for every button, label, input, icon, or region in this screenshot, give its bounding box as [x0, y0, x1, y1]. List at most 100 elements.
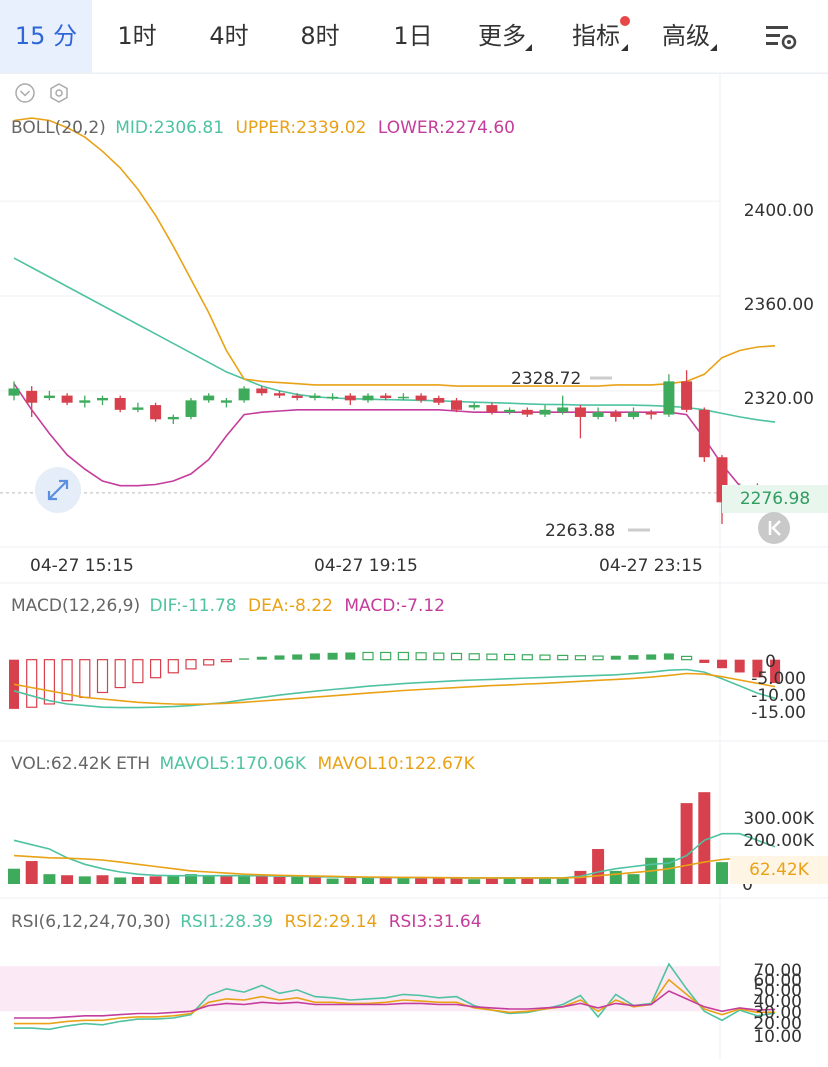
macd-title: MACD(12,26,9) — [11, 596, 141, 616]
tab-label: 高级 — [662, 22, 710, 50]
macd-bar — [203, 659, 215, 666]
macd-bar — [450, 652, 463, 661]
settings-hexagon-icon[interactable] — [48, 82, 70, 104]
high-price-label: 2328.72 — [511, 369, 582, 389]
tab-indicators[interactable]: 指标 — [566, 0, 630, 73]
volume-bar — [185, 874, 197, 884]
mavol10-line — [13, 854, 776, 879]
candle-body — [628, 412, 639, 417]
expand-button[interactable] — [35, 467, 81, 513]
macd-bar — [504, 653, 516, 661]
chart-settings-icon[interactable] — [764, 22, 798, 52]
volume-bar — [344, 877, 357, 884]
volume-bar — [680, 803, 693, 884]
tab-8h[interactable]: 8时 — [287, 0, 353, 73]
macd-bar — [185, 659, 197, 670]
tab-1d[interactable]: 1日 — [380, 0, 446, 73]
candle-body — [592, 412, 604, 417]
candle-body — [539, 409, 551, 415]
tab-label: 更多 — [478, 22, 526, 50]
volume-bar — [503, 877, 516, 884]
volume-bar — [291, 877, 304, 884]
macd-bar — [96, 659, 109, 694]
candle-body — [468, 405, 480, 408]
boll-mid-line — [13, 257, 776, 423]
candle-body — [79, 400, 91, 403]
vol-title: VOL:62.42K ETH — [11, 754, 151, 774]
macd-bar — [79, 659, 91, 698]
rsi-tick: 50.00 — [753, 981, 802, 1001]
macd-bar — [610, 655, 621, 660]
candle-body — [362, 395, 374, 401]
volume-bar — [131, 877, 144, 884]
macd-bar — [292, 654, 303, 660]
macd-bar — [132, 659, 144, 684]
macd-bar — [9, 659, 19, 709]
candle-body — [716, 457, 728, 503]
tab-more[interactable]: 更多 — [474, 0, 532, 73]
tab-advanced[interactable]: 高级 — [657, 0, 717, 73]
volume-bar — [273, 876, 286, 884]
collapse-chevron-icon[interactable] — [14, 82, 36, 104]
rsi-tick: 40.00 — [753, 992, 802, 1012]
candle-body — [415, 395, 427, 401]
volume-bar — [8, 868, 20, 884]
candle-body — [61, 395, 73, 403]
tab-15min[interactable]: 15 分 — [0, 0, 92, 73]
macd-bar — [521, 654, 533, 661]
volume-bar — [149, 876, 162, 884]
candle-body — [557, 407, 569, 413]
macd-bar — [628, 655, 639, 660]
time-label: 04-27 15:15 — [30, 556, 134, 576]
rsi-tick: 20.00 — [753, 1014, 802, 1034]
macd-bar — [752, 659, 763, 678]
macd-bar — [167, 659, 179, 674]
tab-label: 15 分 — [14, 22, 78, 50]
boll-lower: LOWER:2274.60 — [377, 118, 515, 138]
tab-1h[interactable]: 1时 — [104, 0, 170, 73]
rsi-title: RSI(6,12,24,70,30) — [11, 912, 171, 932]
scroll-to-latest-button[interactable] — [758, 512, 790, 544]
candle-body — [43, 395, 55, 398]
rsi-tick: 10.00 — [753, 1027, 802, 1047]
volume-bar — [114, 877, 127, 884]
candle-body — [327, 396, 339, 399]
volume-bar — [43, 874, 56, 884]
caret-icon — [621, 44, 628, 51]
macd-bar — [646, 654, 657, 660]
candle-body — [433, 397, 445, 403]
macd-bar — [486, 653, 498, 661]
vol-tick: 200.00K — [743, 831, 814, 851]
candle-body — [167, 416, 179, 420]
macd-bar — [327, 652, 338, 660]
boll-lower-line — [13, 383, 776, 500]
candle-body — [114, 397, 126, 410]
low-price-label: 2263.88 — [545, 521, 616, 541]
volume-bar — [238, 875, 251, 884]
macd-dif-line — [13, 668, 776, 709]
macd-bar — [663, 653, 674, 660]
macd-dif: DIF:-11.78 — [149, 596, 237, 616]
candle-body — [451, 400, 462, 410]
volume-bar — [220, 876, 233, 884]
macd-legend: MACD(12,26,9) DIF:-11.78 DEA:-8.22 MACD:… — [11, 596, 451, 616]
macd-bar — [309, 653, 320, 660]
vol-legend: VOL:62.42K ETH MAVOL5:170.06K MAVOL10:12… — [11, 754, 481, 774]
tab-label: 1时 — [117, 22, 157, 50]
time-label: 04-27 23:15 — [599, 556, 703, 576]
rsi3: RSI3:31.64 — [388, 912, 482, 932]
macd-tick: -15.00 — [751, 703, 806, 723]
volume-bar — [96, 875, 109, 884]
macd-dea-line — [13, 672, 776, 706]
boll-upper: UPPER:2339.02 — [235, 118, 367, 138]
macd-bar — [397, 651, 409, 661]
candle-body — [344, 395, 356, 401]
caret-icon — [525, 44, 532, 51]
volume-bar — [521, 877, 534, 884]
tab-4h[interactable]: 4时 — [196, 0, 262, 73]
expand-icon — [47, 479, 69, 501]
candle-body — [291, 395, 303, 398]
volume-bar — [468, 879, 481, 884]
boll-mid: MID:2306.81 — [115, 118, 225, 138]
